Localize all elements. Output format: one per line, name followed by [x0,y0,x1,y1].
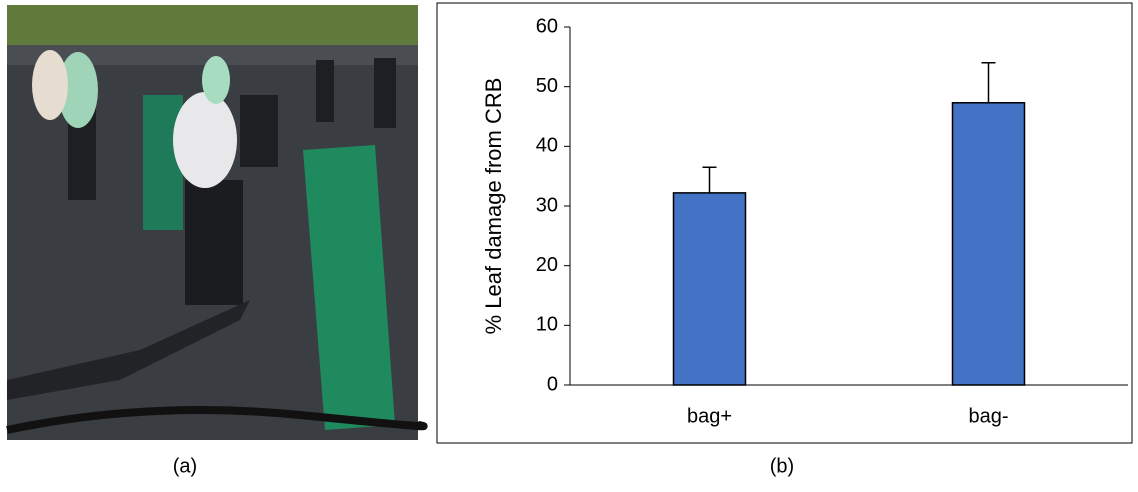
photo-trees [7,5,418,45]
photo-bag [32,50,68,120]
y-tick-label: 40 [536,135,558,157]
y-tick-label: 50 [536,75,558,97]
caption: (a) [173,455,197,477]
caption: (b) [770,455,794,477]
page: % Leaf damage from CRB (a) (b) 0 10 20 30 40… [0,0,1138,492]
y-tick-label: 30 [536,194,558,216]
bar [953,103,1025,385]
photo [7,5,424,440]
y-tick-label: 20 [536,254,558,276]
y-tick-label: 0 [547,373,558,395]
chart-frame [437,3,1132,443]
photo-post [374,58,396,128]
photo-post [185,180,243,305]
photo-post [240,95,278,167]
photo-post [316,60,334,122]
photo-bag [202,56,230,104]
photo-bag [173,92,237,188]
y-tick-label: 10 [536,314,558,336]
x-tick-label: bag+ [687,405,732,427]
x-tick-label: bag- [968,405,1008,427]
y-tick-label: 60 [536,15,558,37]
y-axis-title: % Leaf damage from CRB [481,78,506,335]
bar [674,193,746,385]
figure: % Leaf damage from CRB (a) (b) 0 10 20 30 40… [0,0,1138,492]
